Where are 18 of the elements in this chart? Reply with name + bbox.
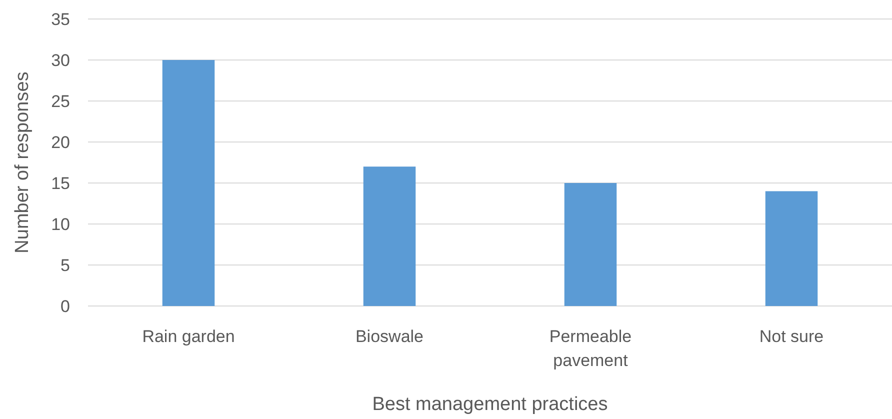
- y-tick-label: 25: [51, 92, 70, 111]
- y-tick-label: 15: [51, 174, 70, 193]
- y-axis-title: Number of responses: [12, 72, 33, 254]
- bar: [765, 191, 818, 306]
- y-tick-label: 35: [51, 10, 70, 29]
- x-tick-label: Permeable pavement: [549, 327, 632, 370]
- x-tick-label: Not sure: [759, 327, 824, 346]
- x-tick-label: Bioswale: [355, 327, 424, 346]
- y-tick-label: 20: [51, 132, 70, 152]
- x-tick-label: Rain garden: [142, 327, 235, 346]
- y-tick-label: 30: [51, 50, 70, 70]
- y-tick-label: 10: [51, 214, 70, 234]
- bar: [564, 183, 617, 306]
- y-tick-label: 0: [60, 296, 70, 316]
- y-tick-label: 5: [60, 256, 70, 275]
- bar: [162, 60, 215, 306]
- bar: [363, 166, 416, 306]
- x-axis-title: Best management practices: [372, 394, 608, 415]
